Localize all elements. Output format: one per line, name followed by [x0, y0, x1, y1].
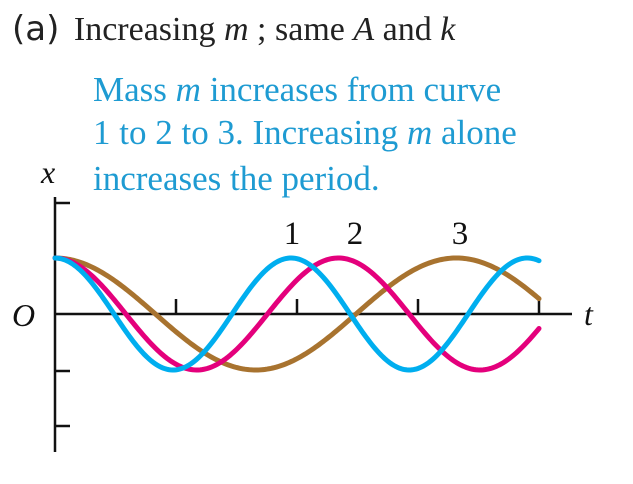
annotation-line-1: Mass m increases from curve: [93, 70, 501, 109]
curve-label-2: 2: [347, 216, 364, 252]
curve-label-3: 3: [452, 216, 469, 252]
y-axis-label: x: [40, 154, 55, 190]
curve-label-1: 1: [284, 216, 301, 252]
annotation-line-2: 1 to 2 to 3. Increasing m alone: [93, 113, 517, 152]
annotation-text: Mass m increases from curve 1 to 2 to 3.…: [93, 70, 517, 198]
curves: [52, 255, 542, 373]
origin-label: O: [12, 297, 35, 333]
x-axis-label: t: [584, 296, 594, 332]
curve-1: [52, 255, 542, 373]
curve-2: [52, 255, 542, 373]
curve-3: [52, 255, 542, 373]
annotation-line-3: increases the period.: [93, 159, 380, 198]
figure-title: (a) Increasing m ; same A and k: [12, 9, 456, 49]
panel-label: (a): [12, 9, 59, 49]
axes: [53, 197, 572, 452]
